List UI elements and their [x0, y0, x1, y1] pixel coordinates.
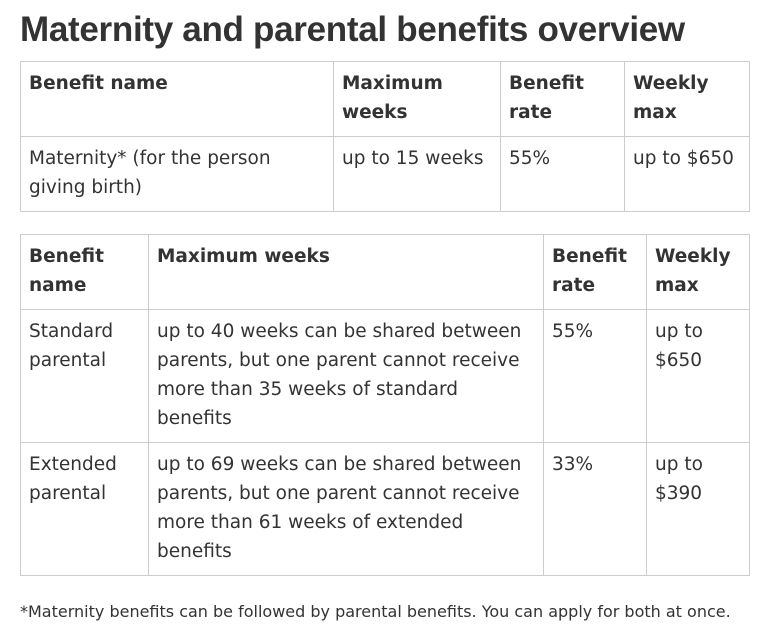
table-header-row: Benefit name Maximum weeks Benefit rate …: [20, 234, 750, 310]
table-row: Extended parental up to 69 weeks can be …: [20, 442, 750, 576]
footnote: *Maternity benefits can be followed by p…: [20, 602, 731, 621]
cell-maximum-weeks: up to 40 weeks can be shared between par…: [148, 309, 544, 443]
column-header-benefit-rate: Benefit rate: [500, 61, 625, 137]
cell-benefit-name: Standard parental: [20, 309, 149, 443]
column-header-benefit-rate: Benefit rate: [543, 234, 647, 310]
table-row: Maternity* (for the person giving birth)…: [20, 136, 750, 212]
column-header-weekly-max: Weekly max: [646, 234, 750, 310]
cell-benefit-name: Maternity* (for the person giving birth): [20, 136, 334, 212]
column-header-maximum-weeks: Maximum weeks: [333, 61, 501, 137]
cell-benefit-name: Extended parental: [20, 442, 149, 576]
column-header-benefit-name: Benefit name: [20, 234, 149, 310]
column-header-benefit-name: Benefit name: [20, 61, 334, 137]
column-header-weekly-max: Weekly max: [624, 61, 750, 137]
maternity-benefits-table: Benefit name Maximum weeks Benefit rate …: [20, 61, 750, 212]
page-title: Maternity and parental benefits overview: [20, 10, 685, 49]
cell-maximum-weeks: up to 69 weeks can be shared between par…: [148, 442, 544, 576]
cell-weekly-max: up to $390: [646, 442, 750, 576]
cell-weekly-max: up to $650: [624, 136, 750, 212]
cell-maximum-weeks: up to 15 weeks: [333, 136, 501, 212]
cell-weekly-max: up to $650: [646, 309, 750, 443]
table-header-row: Benefit name Maximum weeks Benefit rate …: [20, 61, 750, 137]
column-header-maximum-weeks: Maximum weeks: [148, 234, 544, 310]
cell-benefit-rate: 55%: [500, 136, 625, 212]
parental-benefits-table: Benefit name Maximum weeks Benefit rate …: [20, 234, 750, 576]
cell-benefit-rate: 55%: [543, 309, 647, 443]
cell-benefit-rate: 33%: [543, 442, 647, 576]
table-row: Standard parental up to 40 weeks can be …: [20, 309, 750, 443]
